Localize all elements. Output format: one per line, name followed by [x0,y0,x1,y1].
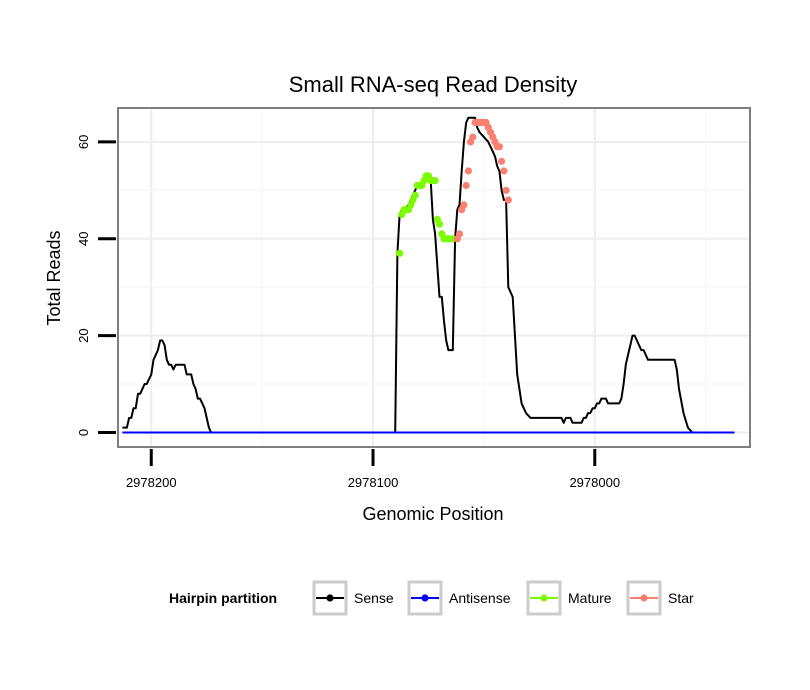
star-point [504,196,512,204]
star-point [462,181,470,190]
mature-point [435,220,444,228]
chart-title: Small RNA-seq Read Density [289,72,578,97]
x-tick-label: 2978000 [569,475,620,490]
legend-item-antisense: Antisense [407,580,511,616]
plot-border [117,107,751,448]
x-tick-label: 2978100 [348,475,399,490]
y-tick-label: 0 [76,429,91,436]
y-axis: 0 20 40 60 [76,135,116,436]
plot-background [118,108,750,447]
star-point [464,167,472,175]
star-point [460,201,468,209]
mature-point [396,249,404,257]
x-tick-label: 2978200 [126,475,177,490]
y-axis-title: Total Reads [44,230,64,325]
plot-panel [117,107,751,448]
legend-items: Sense Antisense Mature Star [312,580,694,616]
x-axis-title: Genomic Position [362,504,503,524]
legend-key-dot-mature [540,594,548,602]
star-point [498,157,506,165]
mature-point [411,191,419,199]
legend-label-antisense: Antisense [449,590,511,606]
y-tick-label: 60 [76,135,91,149]
legend-key-dot-antisense [421,594,429,602]
sense-series-line [122,116,735,434]
star-point [495,143,503,151]
legend: Hairpin partition Sense Antisense Mature St… [169,580,694,616]
series-layer [122,116,735,434]
star-point [469,133,477,141]
legend-key-dot-star [640,594,648,602]
star-point [500,167,508,175]
legend-item-star: Star [626,580,694,616]
x-axis: 2978200 2978100 2978000 [126,449,620,490]
legend-item-mature: Mature [526,580,612,616]
mature-point [431,177,439,185]
legend-key-dot-sense [326,594,334,602]
legend-label-mature: Mature [568,590,612,606]
legend-label-star: Star [668,590,694,606]
star-point [455,230,464,238]
legend-item-sense: Sense [312,580,394,616]
legend-label-sense: Sense [354,590,394,606]
y-tick-label: 40 [76,232,91,246]
legend-title: Hairpin partition [169,590,277,606]
y-tick-label: 20 [76,328,91,342]
star-point [502,186,510,194]
